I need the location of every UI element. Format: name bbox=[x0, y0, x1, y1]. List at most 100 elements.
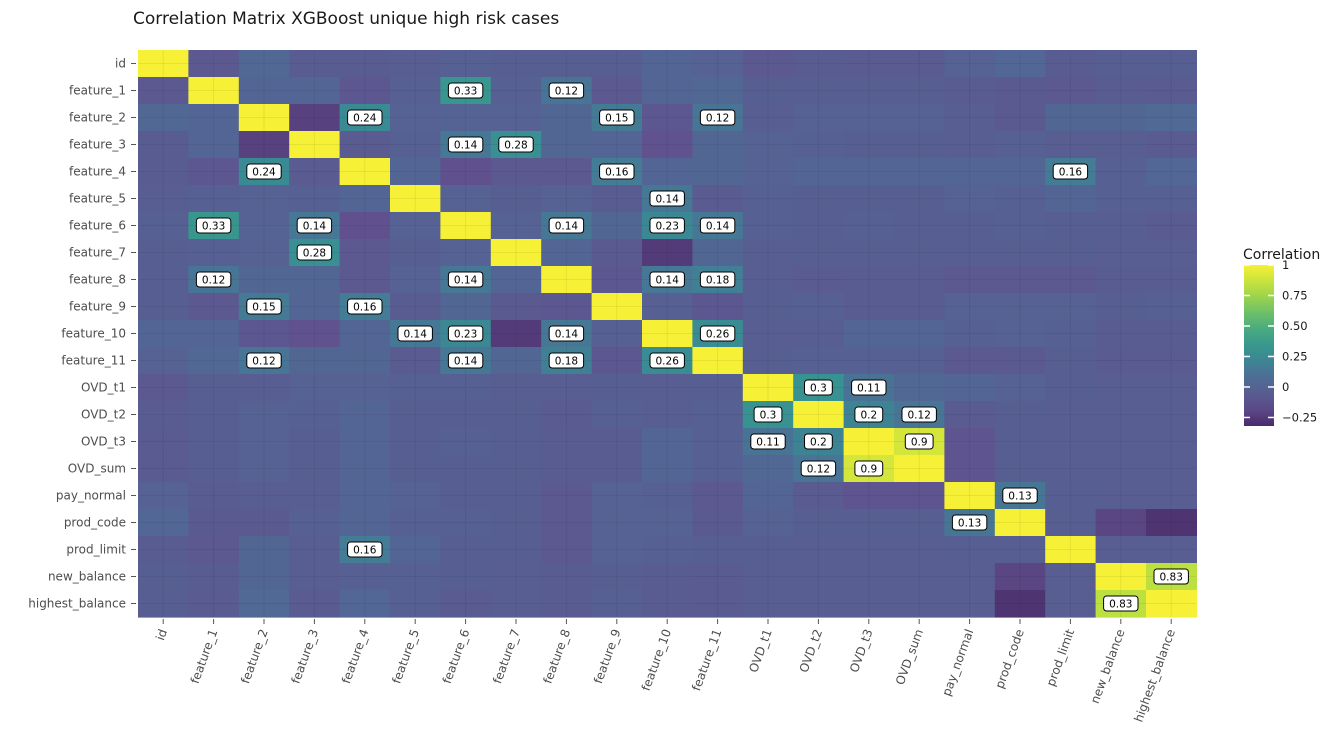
heatmap-cell bbox=[692, 482, 744, 510]
heatmap-cell bbox=[390, 401, 441, 429]
heatmap-cell bbox=[642, 455, 693, 483]
heatmap-cell bbox=[1095, 131, 1147, 159]
heatmap-cell bbox=[1095, 401, 1147, 429]
heatmap-cell bbox=[289, 590, 341, 618]
label-text: 0.9 bbox=[911, 437, 928, 449]
heatmap-cell bbox=[440, 293, 492, 321]
heatmap-cell bbox=[289, 401, 341, 429]
label-box bbox=[901, 406, 937, 423]
label-box bbox=[951, 514, 988, 531]
cell-value-label: 0.14 bbox=[649, 271, 685, 288]
heatmap-cell bbox=[138, 428, 189, 456]
heatmap-cell bbox=[944, 455, 996, 483]
label-text: 0.14 bbox=[454, 140, 478, 152]
heatmap-cell bbox=[541, 401, 593, 429]
heatmap-cell bbox=[138, 509, 189, 537]
cell-value-label: 0.14 bbox=[397, 325, 433, 342]
heatmap-cell bbox=[1095, 563, 1147, 591]
heatmap-cell bbox=[138, 266, 189, 294]
heatmap-cell bbox=[339, 347, 391, 375]
cell-value-label: 0.83 bbox=[1103, 595, 1139, 612]
heatmap-cell bbox=[591, 455, 643, 483]
label-box bbox=[246, 163, 282, 180]
heatmap-cell bbox=[894, 212, 945, 240]
heatmap-cell bbox=[591, 185, 643, 213]
heatmap-cell bbox=[793, 320, 845, 348]
x-tick-label: feature_4 bbox=[339, 627, 372, 685]
heatmap-cell bbox=[440, 482, 492, 510]
y-tick-label: feature_3 bbox=[69, 138, 126, 152]
y-tick-label: feature_2 bbox=[69, 111, 126, 125]
heatmap-cell bbox=[1146, 347, 1197, 375]
heatmap-cell bbox=[843, 347, 895, 375]
heatmap-cell bbox=[742, 455, 794, 483]
label-box bbox=[498, 136, 534, 153]
label-text: 0.28 bbox=[504, 140, 527, 152]
heatmap-cell bbox=[894, 293, 945, 321]
heatmap-cell bbox=[1095, 536, 1147, 564]
heatmap-cell bbox=[188, 158, 240, 186]
heatmap-cell bbox=[289, 374, 341, 402]
heatmap-cell bbox=[692, 509, 744, 537]
heatmap-cell bbox=[944, 212, 996, 240]
heatmap-cell bbox=[994, 77, 1046, 105]
heatmap-cell bbox=[642, 509, 693, 537]
heatmap-cell bbox=[390, 212, 441, 240]
heatmap-cell bbox=[742, 131, 794, 159]
heatmap-cell bbox=[994, 158, 1046, 186]
heatmap-cell bbox=[742, 482, 794, 510]
x-tick-label: feature_10 bbox=[639, 627, 674, 692]
heatmap-cell bbox=[692, 239, 744, 267]
heatmap-cell bbox=[390, 374, 441, 402]
heatmap-cell bbox=[944, 266, 996, 294]
heatmap-cell bbox=[793, 77, 845, 105]
heatmap-cell bbox=[1045, 212, 1097, 240]
heatmap-cell bbox=[1146, 428, 1197, 456]
heatmap-cell bbox=[894, 455, 945, 483]
heatmap-cell bbox=[843, 212, 895, 240]
cell-value-label: 0.12 bbox=[699, 109, 736, 126]
heatmap-cell bbox=[440, 50, 492, 78]
y-tick-label: feature_5 bbox=[69, 192, 126, 206]
heatmap-cell bbox=[1146, 482, 1197, 510]
label-text: 0.16 bbox=[1059, 167, 1083, 179]
heatmap-cell bbox=[894, 563, 945, 591]
heatmap-cell bbox=[1045, 563, 1097, 591]
heatmap-cell bbox=[1095, 77, 1147, 105]
legend-title: Correlation bbox=[1243, 247, 1320, 263]
heatmap-cell bbox=[692, 428, 744, 456]
heatmap-cell bbox=[591, 320, 643, 348]
x-tick-label: OVD_t2 bbox=[797, 627, 826, 674]
label-box bbox=[246, 298, 282, 315]
heatmap-cell bbox=[742, 239, 794, 267]
heatmap-cell bbox=[692, 158, 744, 186]
heatmap-cell bbox=[138, 374, 189, 402]
label-box bbox=[1153, 568, 1189, 585]
cell-value-label: 0.9 bbox=[904, 433, 934, 450]
heatmap-cell bbox=[1146, 401, 1197, 429]
label-text: 0.13 bbox=[1008, 491, 1031, 503]
heatmap-cell bbox=[238, 320, 290, 348]
heatmap-cell bbox=[793, 266, 845, 294]
label-box bbox=[599, 109, 635, 126]
x-axis-tick-labels: id feature_1 feature_2 feature_3 feature_4 fe… bbox=[153, 619, 1178, 724]
heatmap-cell bbox=[541, 158, 593, 186]
heatmap-cell bbox=[642, 590, 693, 618]
heatmap-cell bbox=[1095, 293, 1147, 321]
label-box bbox=[246, 352, 282, 369]
heatmap-cell bbox=[541, 509, 593, 537]
heatmap-cell bbox=[994, 50, 1046, 78]
heatmap-cell bbox=[188, 482, 240, 510]
heatmap-cell bbox=[138, 293, 189, 321]
heatmap-cell bbox=[490, 293, 542, 321]
heatmap-cell bbox=[742, 212, 794, 240]
heatmap-cell bbox=[289, 428, 341, 456]
cell-value-label: 0.33 bbox=[447, 82, 484, 99]
heatmap-cell bbox=[1095, 374, 1147, 402]
heatmap-cell bbox=[188, 104, 240, 132]
label-box bbox=[699, 109, 736, 126]
heatmap-cell bbox=[289, 509, 341, 537]
heatmap-cell bbox=[742, 320, 794, 348]
cell-value-label: 0.26 bbox=[699, 325, 736, 342]
heatmap-cell bbox=[642, 104, 693, 132]
